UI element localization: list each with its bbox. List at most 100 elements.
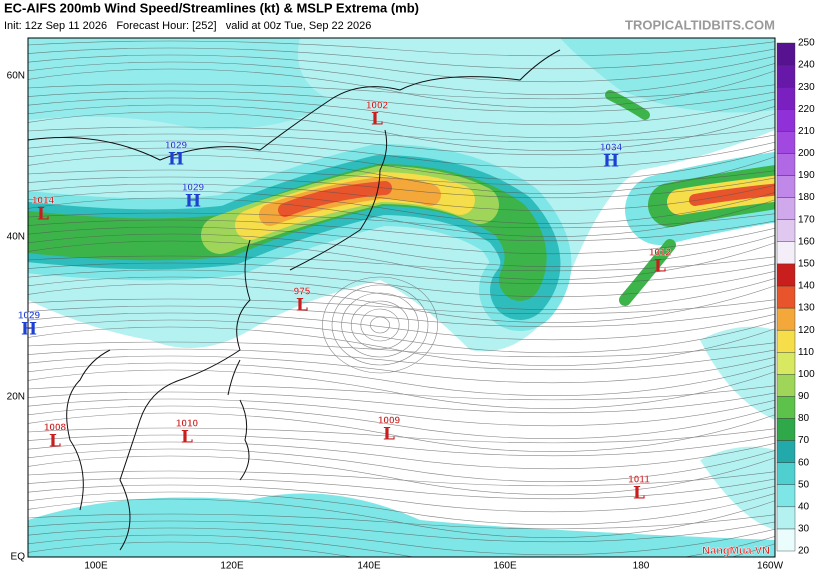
- pressure-center: L: [49, 432, 61, 452]
- colorbar-box: [776, 175, 796, 198]
- streamline: [28, 326, 775, 366]
- colorbar-label: 80: [798, 413, 810, 424]
- colorbar-box: [776, 197, 796, 220]
- streamline: [28, 470, 775, 487]
- streamline: [341, 292, 419, 358]
- streamline: [28, 534, 775, 557]
- colorbar-label: 30: [798, 524, 810, 535]
- colorbar-box: [776, 484, 796, 508]
- streamline: [28, 133, 775, 156]
- colorbar-label: 110: [798, 347, 814, 358]
- streamline: [28, 455, 775, 495]
- streamline: [28, 176, 775, 199]
- streamline: [28, 498, 775, 538]
- pressure-value: 1002: [366, 101, 389, 112]
- subtitle: Init: 12z Sep 11 2026 Forecast Hour: [25…: [4, 20, 371, 32]
- streamline: [360, 308, 400, 342]
- streamline: [28, 240, 775, 280]
- streamline: [28, 262, 775, 285]
- colorbar-label: 250: [798, 38, 815, 49]
- streamline: [28, 520, 775, 543]
- streamline: [28, 513, 775, 530]
- pressure-center: L: [181, 428, 193, 448]
- pressure-center: L: [371, 110, 383, 130]
- streamline: [350, 300, 410, 350]
- streamline: [331, 284, 429, 366]
- colorbar-box: [776, 109, 796, 132]
- colorbar-box: [776, 42, 796, 66]
- streamline: [28, 434, 775, 457]
- streamline: [28, 212, 775, 229]
- map-area: [28, 38, 775, 557]
- lat-label: 20N: [7, 392, 25, 403]
- streamline: [28, 384, 775, 401]
- colorbar-label: 210: [798, 126, 815, 137]
- colorbar-box: [776, 285, 796, 309]
- colorbar-label: 180: [798, 192, 815, 203]
- streamline: [28, 90, 775, 113]
- pressure-center: L: [654, 257, 666, 277]
- streamline: [28, 169, 775, 186]
- streamline: [28, 97, 775, 126]
- lat-label: EQ: [11, 552, 26, 563]
- colorbar-label: 130: [798, 303, 815, 314]
- streamline: [28, 269, 775, 298]
- colorbar-label: 60: [798, 457, 810, 468]
- pressure-center: L: [633, 484, 645, 504]
- colorbar-box: [776, 64, 796, 88]
- streamline: [28, 427, 775, 444]
- colorbar-box: [776, 374, 796, 397]
- colorbar-label: 160: [798, 236, 815, 247]
- streamline: [28, 183, 775, 212]
- streamline: [28, 47, 775, 70]
- pressure-value: 1029: [165, 141, 188, 152]
- colorbar-label: 200: [798, 148, 815, 159]
- colorbar-label: 50: [798, 479, 810, 490]
- streamline: [28, 319, 775, 354]
- streamline: [28, 61, 775, 96]
- streamline: [28, 111, 775, 151]
- colorbar-box: [776, 528, 796, 552]
- streamline: [370, 316, 390, 334]
- streamline: [28, 362, 775, 397]
- streamline: [28, 398, 775, 427]
- lat-label: 60N: [7, 71, 25, 82]
- pressure-center: H: [168, 150, 184, 170]
- streamline: [28, 255, 775, 272]
- streamline: [28, 219, 775, 242]
- colorbar-label: 170: [798, 214, 815, 225]
- colorbar-box: [776, 440, 796, 463]
- colorbar-box: [776, 506, 796, 530]
- pressure-value: 1029: [18, 311, 41, 322]
- colorbar-label: 100: [798, 369, 815, 380]
- pressure-center: H: [185, 192, 201, 212]
- colorbar-label: 140: [798, 281, 815, 292]
- lat-label: 40N: [7, 232, 25, 243]
- pressure-value: 975: [294, 287, 311, 298]
- streamline: [28, 147, 775, 182]
- colorbar-box: [776, 263, 796, 287]
- pressure-center: H: [603, 152, 619, 172]
- lon-label: 160W: [757, 561, 784, 572]
- colorbar-box: [776, 418, 796, 441]
- streamline: [28, 126, 775, 143]
- streamline: [28, 68, 775, 108]
- streamline: [28, 355, 775, 384]
- colorbar-box: [776, 86, 796, 110]
- watermark: TROPICALTIDBITS.COM: [625, 17, 775, 32]
- streamline: [28, 477, 775, 500]
- lon-label: 180: [633, 561, 650, 572]
- streamline: [28, 527, 775, 556]
- streamline: [28, 491, 775, 526]
- lon-label: 140E: [357, 561, 381, 572]
- streamline: [322, 276, 438, 374]
- colorbar-box: [776, 153, 796, 176]
- colorbar-label: 190: [798, 170, 815, 181]
- colorbar-box: [776, 329, 796, 353]
- lon-label: 100E: [84, 561, 108, 572]
- colorbar-label: 240: [798, 60, 815, 71]
- pressure-center: H: [21, 320, 37, 340]
- pressure-value: 1008: [44, 423, 67, 434]
- pressure-value: 1011: [628, 475, 650, 486]
